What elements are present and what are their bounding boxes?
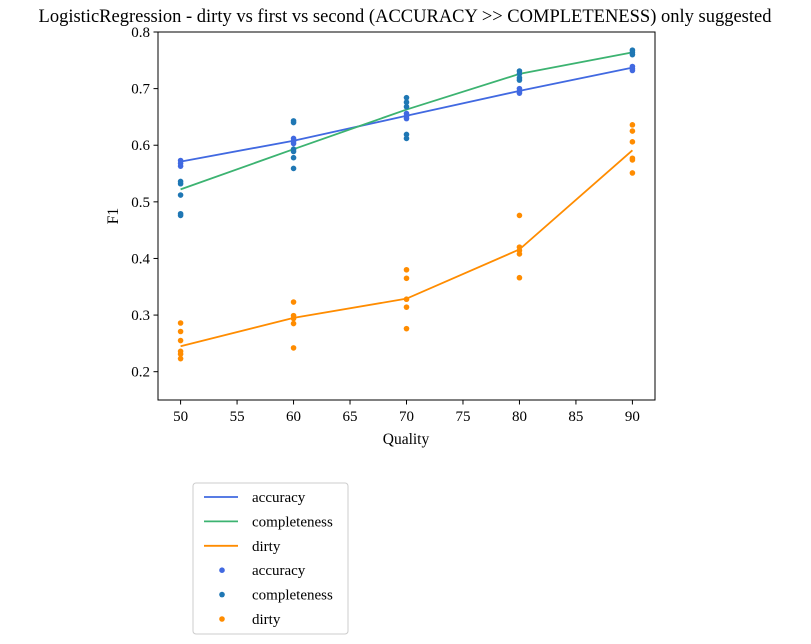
line-series-completeness: [180, 51, 633, 191]
scatter-point-accuracy: [403, 115, 410, 122]
x-tick-label: 80: [512, 409, 527, 425]
legend-marker-dirty: [219, 616, 225, 622]
legend-label-dirty: dirty: [252, 612, 281, 628]
plot-frame: [157, 31, 656, 401]
scatter-point-completeness: [403, 99, 410, 105]
scatter-point-completeness: [403, 135, 410, 142]
scatter-point-completeness: [403, 94, 410, 101]
scatter-point-dirty: [629, 128, 636, 134]
scatter-point-completeness: [290, 154, 297, 161]
scatter-point-completeness: [516, 71, 523, 77]
scatter-point-dirty: [290, 345, 297, 351]
y-tick-label: 0.8: [131, 25, 150, 41]
x-tick-label: 55: [230, 409, 245, 425]
legend-label-accuracy: accuracy: [252, 563, 306, 579]
scatter-point-dirty: [403, 325, 410, 332]
scatter-point-completeness: [177, 212, 184, 219]
scatter-point-dirty: [403, 266, 410, 273]
x-tick-label: 60: [286, 409, 301, 425]
y-tick-label: 0.4: [131, 251, 150, 267]
scatter-point-dirty: [177, 337, 184, 344]
scatter-point-dirty: [290, 315, 297, 322]
scatter-point-completeness: [290, 119, 297, 126]
legend: accuracy completeness dirty accuracy complet…: [192, 482, 349, 635]
x-tick-label: 70: [399, 409, 414, 425]
y-tick-label: 0.3: [131, 308, 150, 324]
legend-label-dirty: dirty: [252, 539, 281, 555]
scatter-point-dirty: [516, 251, 523, 257]
scatter-point-dirty: [403, 304, 410, 310]
scatter-point-dirty: [290, 320, 297, 327]
scatter-point-dirty: [177, 355, 184, 362]
scatter-point-accuracy: [516, 90, 523, 96]
scatter-point-dirty: [177, 328, 184, 335]
scatter-point-completeness: [290, 148, 297, 155]
scatter-point-dirty: [629, 157, 636, 163]
y-tick-label: 0.2: [131, 365, 150, 381]
scatter-point-accuracy: [629, 67, 636, 74]
line-series-dirty: [180, 149, 634, 348]
x-tick-label: 50: [173, 409, 188, 425]
legend-label-accuracy: accuracy: [252, 490, 306, 506]
scatter-point-dirty: [629, 170, 636, 176]
plot-data: [177, 47, 636, 362]
x-tick-label: 65: [343, 409, 358, 425]
scatter-point-completeness: [629, 51, 636, 58]
scatter-point-completeness: [516, 77, 523, 83]
y-axis-label: F1: [105, 208, 122, 224]
legend-marker-accuracy: [219, 567, 225, 573]
y-tick-label: 0.7: [131, 82, 150, 98]
scatter-point-dirty: [403, 275, 410, 282]
scatter-point-accuracy: [177, 163, 184, 169]
x-tick-label: 75: [455, 409, 470, 425]
x-axis-label: Quality: [383, 431, 430, 448]
legend-label-completeness: completeness: [252, 514, 333, 530]
scatter-point-completeness: [177, 192, 184, 198]
x-tick-label: 85: [568, 409, 583, 425]
scatter-point-dirty: [403, 296, 410, 303]
x-tick-label: 90: [625, 409, 640, 425]
axis-ticks: 50 55 60 65 70 75 80 85 90 0.2 0.3 0.4 0.5 0.6 0.7 0.8: [131, 25, 640, 425]
scatter-point-dirty: [629, 122, 636, 128]
scatter-point-dirty: [629, 139, 636, 145]
scatter-point-completeness: [403, 131, 410, 138]
scatter-point-accuracy: [290, 140, 297, 147]
y-tick-label: 0.5: [131, 195, 150, 211]
scatter-point-dirty: [516, 274, 523, 281]
scatter-point-completeness: [290, 165, 297, 172]
chart-title: LogisticRegression - dirty vs first vs s…: [39, 7, 773, 27]
y-tick-label: 0.6: [131, 138, 150, 154]
scatter-point-completeness: [403, 103, 410, 110]
legend-marker-completeness: [219, 591, 225, 598]
scatter-point-dirty: [290, 299, 297, 305]
scatter-point-dirty: [177, 351, 184, 357]
scatter-point-completeness: [177, 180, 184, 187]
scatter-point-dirty: [516, 212, 523, 219]
scatter-point-dirty: [177, 320, 184, 326]
legend-label-completeness: completeness: [252, 588, 333, 604]
